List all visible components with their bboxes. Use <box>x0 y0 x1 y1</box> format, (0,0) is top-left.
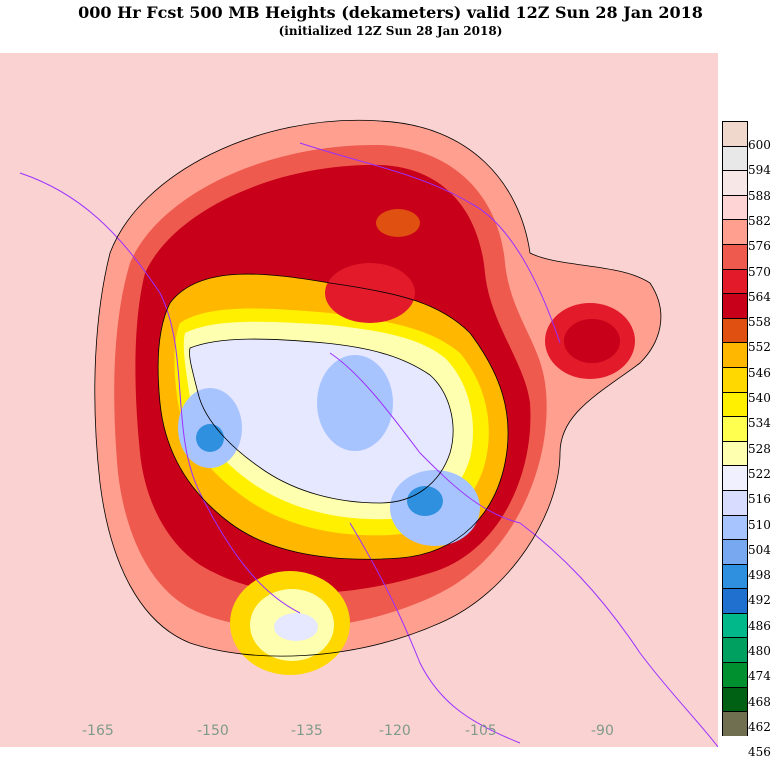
colorbar-swatch <box>722 662 748 687</box>
colorbar-label: 456 <box>748 745 771 759</box>
colorbar-label: 504 <box>748 542 771 557</box>
colorbar-label: 474 <box>748 669 771 684</box>
colorbar-label: 594 <box>748 163 771 178</box>
height-contours <box>19 119 718 747</box>
colorbar-swatch <box>722 588 748 613</box>
chart-title: 000 Hr Fcst 500 MB Heights (dekameters) … <box>78 3 703 22</box>
colorbar-label: 528 <box>748 441 771 456</box>
contour-lines <box>94 119 662 657</box>
colorbar-swatch <box>722 366 748 392</box>
colorbar-label: 576 <box>748 239 771 254</box>
colorbar-label: 516 <box>748 492 771 507</box>
colorbar-swatch <box>722 465 748 490</box>
colorbar-label: 462 <box>748 719 771 734</box>
longitude-label: -150 <box>197 723 229 739</box>
colorbar-label: 480 <box>748 644 771 658</box>
colorbar-swatch <box>722 219 748 244</box>
colorbar-swatch <box>722 686 748 712</box>
coastlines <box>19 142 718 747</box>
colorbar-swatch <box>722 293 748 318</box>
high-east-552 <box>564 319 620 363</box>
colorbar-label: 564 <box>748 289 771 304</box>
colorbar-swatch <box>722 391 748 417</box>
colorbar-swatch <box>722 416 748 441</box>
colorbar-swatch <box>722 563 748 589</box>
colorbar-swatch <box>722 440 748 466</box>
colorbar-swatch <box>722 317 748 343</box>
colorbar-label: 486 <box>748 618 771 633</box>
colorbar-label: 588 <box>748 188 771 203</box>
longitude-label: -165 <box>82 723 114 739</box>
colorbar-swatch <box>722 170 748 195</box>
height-map <box>0 53 718 747</box>
colorbar-label: 546 <box>748 365 771 380</box>
colorbar-swatch <box>722 268 748 294</box>
colorbar-label: 510 <box>748 517 771 532</box>
colorbar-label: 582 <box>748 213 771 228</box>
colorbar-swatch <box>722 711 748 736</box>
low-central-504 <box>317 355 393 451</box>
colorbar-label: 534 <box>748 416 771 431</box>
colorbar-label: 498 <box>748 568 771 583</box>
chart-subtitle: (initialized 12Z Sun 28 Jan 2018) <box>278 24 503 38</box>
longitude-label: -105 <box>465 723 497 739</box>
low-west-492 <box>196 424 224 452</box>
colorbar-swatch <box>722 145 748 171</box>
colorbar-label: 570 <box>748 264 771 279</box>
colorbar-label: 522 <box>748 466 771 481</box>
colorbar-swatch <box>722 514 748 540</box>
colorbar-swatch <box>722 637 748 663</box>
colorbar-label: 600 <box>748 138 771 152</box>
low-south-516 <box>274 613 318 641</box>
colorbar-label: 558 <box>748 315 771 330</box>
colorbar-swatch <box>722 342 748 367</box>
longitude-label: -120 <box>379 723 411 739</box>
colorbar-swatch <box>722 612 748 638</box>
longitude-label: -90 <box>591 723 614 739</box>
high-north-546 <box>376 209 420 237</box>
colorbar-swatch <box>722 489 748 515</box>
low-east-492 <box>407 486 443 516</box>
colorbar-label: 540 <box>748 391 771 405</box>
colorbar: 600 594 588 582 576 570 564 558 552 546 540 534 528 5… <box>722 121 771 758</box>
colorbar-label: 492 <box>748 593 771 608</box>
colorbar-swatch <box>722 539 748 564</box>
colorbar-swatch <box>722 194 748 220</box>
longitude-label: -135 <box>291 723 323 739</box>
colorbar-swatch <box>722 121 748 146</box>
high-north-552 <box>325 263 415 323</box>
colorbar-swatch <box>722 243 748 269</box>
colorbar-label: 468 <box>748 694 771 709</box>
colorbar-label: 552 <box>748 340 771 355</box>
